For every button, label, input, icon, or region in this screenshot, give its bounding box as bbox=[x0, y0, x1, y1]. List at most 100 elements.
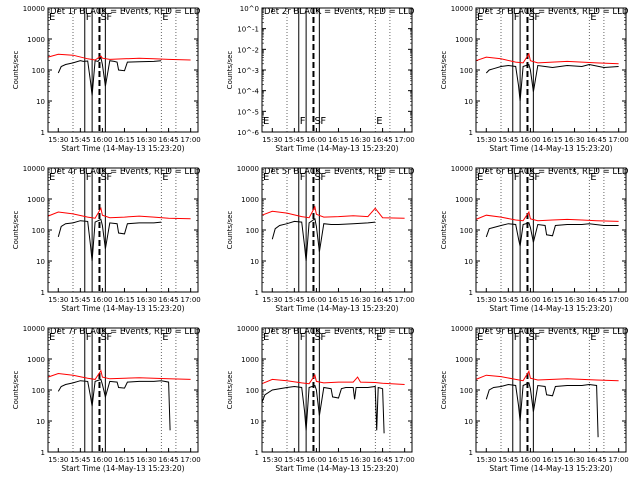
x-tick-label: 16:15 bbox=[114, 456, 134, 464]
y-tick-label: 10 bbox=[250, 258, 259, 266]
x-tick-label: 16:00 bbox=[92, 456, 112, 464]
x-tick-label: 17:00 bbox=[395, 136, 415, 144]
x-tick-label: 16:00 bbox=[306, 136, 326, 144]
y-tick-label: 10 bbox=[250, 418, 259, 426]
panel-title: Det 9r BLACK = Events, RED = LLD bbox=[478, 327, 629, 337]
marker-label-E: E bbox=[49, 332, 55, 343]
plot-frame bbox=[47, 7, 199, 133]
series-line-events bbox=[485, 222, 619, 247]
marker-label-F: F bbox=[106, 172, 112, 183]
panel-det-3: Det 3r BLACK = Events, RED = LLD 1 10 100 10… bbox=[440, 5, 629, 153]
x-tick-label: 16:45 bbox=[372, 456, 392, 464]
y-tick-label: 100 bbox=[460, 67, 473, 75]
y-tick-label: 10 bbox=[36, 258, 45, 266]
plot-frame bbox=[261, 167, 413, 293]
y-tick-label: 1000 bbox=[27, 196, 45, 204]
y-tick-label: 10 bbox=[464, 258, 473, 266]
marker-label-S: S bbox=[100, 332, 106, 343]
y-tick-label: 1000 bbox=[27, 36, 45, 44]
y-tick-label: 10^-3 bbox=[237, 67, 259, 75]
marker-label-E: E bbox=[376, 332, 382, 343]
y-tick-label: 100 bbox=[460, 387, 473, 395]
marker-label-S: S bbox=[100, 12, 106, 23]
series-line-lld bbox=[47, 369, 191, 380]
plot-frame bbox=[475, 167, 627, 293]
x-tick-label: 16:00 bbox=[520, 456, 540, 464]
y-tick-label: 100 bbox=[246, 227, 259, 235]
y-tick-label: 100 bbox=[246, 387, 259, 395]
x-tick-label: 16:15 bbox=[328, 136, 348, 144]
marker-label-E: E bbox=[590, 172, 596, 183]
marker-label-F: F bbox=[320, 116, 326, 127]
marker-label-F: F bbox=[534, 12, 540, 23]
x-tick-label: 16:30 bbox=[350, 296, 370, 304]
y-axis-label: Counts/sec bbox=[440, 211, 448, 250]
x-tick-label: 16:30 bbox=[564, 456, 584, 464]
x-tick-label: 16:30 bbox=[564, 136, 584, 144]
y-axis-label: Counts/sec bbox=[12, 371, 20, 410]
x-tick-label: 16:45 bbox=[158, 296, 178, 304]
marker-label-S: S bbox=[314, 172, 320, 183]
x-tick-label: 16:45 bbox=[158, 456, 178, 464]
x-tick-label: 15:45 bbox=[498, 456, 518, 464]
x-tick-label: 16:00 bbox=[92, 136, 112, 144]
x-tick-label: 16:15 bbox=[328, 456, 348, 464]
panel-det-1: Det 1r BLACK = Events, RED = LLD 1 10 100 10… bbox=[12, 5, 201, 153]
y-tick-label: 10000 bbox=[23, 165, 45, 173]
y-tick-label: 100 bbox=[32, 387, 45, 395]
x-tick-label: 15:45 bbox=[498, 296, 518, 304]
marker-label-F: F bbox=[86, 332, 92, 343]
series-line-events bbox=[261, 384, 385, 434]
x-tick-label: 15:30 bbox=[48, 136, 68, 144]
y-axis-label: Counts/sec bbox=[226, 211, 234, 250]
marker-label-E: E bbox=[477, 332, 483, 343]
panel-det-6: Det 6r BLACK = Events, RED = LLD 1 10 100 10… bbox=[440, 165, 629, 313]
series-line-events bbox=[57, 56, 162, 96]
x-tick-label: 15:30 bbox=[48, 296, 68, 304]
x-axis-label: Start Time (14-May-13 15:23:20) bbox=[61, 144, 184, 153]
panel-title: Det 1r BLACK = Events, RED = LLD bbox=[50, 7, 201, 17]
panel-title: Det 8r BLACK = Events, RED = LLD bbox=[264, 327, 415, 337]
x-tick-label: 17:00 bbox=[609, 296, 629, 304]
y-tick-label: 100 bbox=[32, 67, 45, 75]
marker-label-E: E bbox=[376, 172, 382, 183]
x-tick-label: 16:45 bbox=[372, 296, 392, 304]
x-tick-label: 16:30 bbox=[136, 136, 156, 144]
y-tick-label: 10000 bbox=[23, 5, 45, 13]
x-axis-label: Start Time (14-May-13 15:23:20) bbox=[275, 464, 398, 473]
marker-label-F: F bbox=[534, 332, 540, 343]
marker-label-F: F bbox=[86, 12, 92, 23]
y-tick-label: 10^-4 bbox=[237, 88, 259, 96]
x-tick-label: 16:15 bbox=[114, 136, 134, 144]
marker-label-F: F bbox=[514, 332, 520, 343]
x-axis-label: Start Time (14-May-13 15:23:20) bbox=[61, 304, 184, 313]
panel-det-7: Det 7r BLACK = Events, RED = LLD 1 10 100 10… bbox=[12, 325, 201, 473]
x-tick-label: 15:30 bbox=[262, 136, 282, 144]
y-tick-label: 10 bbox=[464, 418, 473, 426]
x-tick-label: 16:45 bbox=[586, 456, 606, 464]
y-tick-label: 10 bbox=[464, 98, 473, 106]
marker-label-S: S bbox=[314, 332, 320, 343]
panel-det-8: Det 8r BLACK = Events, RED = LLD 1 10 100 10… bbox=[226, 325, 415, 473]
series-line-events bbox=[485, 382, 599, 438]
series-line-events bbox=[57, 218, 162, 262]
x-tick-label: 17:00 bbox=[181, 136, 201, 144]
x-tick-label: 16:30 bbox=[136, 296, 156, 304]
y-tick-label: 1 bbox=[255, 289, 259, 297]
series-line-events bbox=[57, 378, 171, 431]
marker-label-E: E bbox=[590, 12, 596, 23]
x-tick-label: 17:00 bbox=[395, 296, 415, 304]
x-tick-label: 16:00 bbox=[306, 296, 326, 304]
marker-label-F: F bbox=[300, 116, 306, 127]
x-tick-label: 15:30 bbox=[476, 136, 496, 144]
panel-det-5: Det 5r BLACK = Events, RED = LLD 1 10 100 10… bbox=[226, 165, 415, 313]
y-tick-label: 10 bbox=[36, 418, 45, 426]
y-tick-label: 10000 bbox=[451, 165, 473, 173]
x-tick-label: 15:30 bbox=[48, 456, 68, 464]
x-tick-label: 16:00 bbox=[92, 296, 112, 304]
y-tick-label: 10000 bbox=[451, 5, 473, 13]
x-tick-label: 15:45 bbox=[284, 136, 304, 144]
x-tick-label: 16:15 bbox=[114, 296, 134, 304]
x-tick-label: 17:00 bbox=[395, 456, 415, 464]
plot-frame bbox=[47, 167, 199, 293]
